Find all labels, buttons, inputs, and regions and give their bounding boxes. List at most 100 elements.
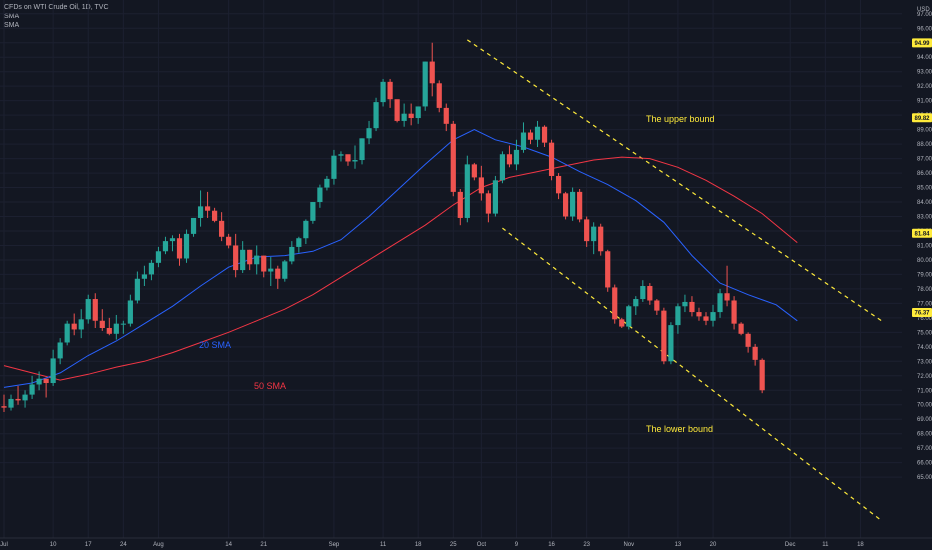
candle [478,165,484,201]
candle-body [352,160,358,162]
time-tick-label: 11 [380,542,387,548]
candle [212,207,218,223]
price-tick-label: 74.00 [917,345,932,351]
sma-indicator-label-2[interactable]: SMA [4,22,20,29]
candle-body [50,358,56,384]
candle [296,236,302,253]
candle-body [668,325,674,362]
time-tick-label: 23 [583,542,590,548]
candle-body [106,328,112,334]
candle-body [450,123,456,192]
candle [541,125,548,147]
price-tick-label: 83.00 [917,215,932,221]
price-tick-label: 76.00 [917,316,932,322]
candle-body [155,251,162,263]
candle-body [759,359,765,391]
price-tick-label: 93.00 [917,70,932,76]
candle-body [387,81,393,100]
candle [661,307,667,365]
candle-body [71,323,77,330]
candle [106,317,112,336]
candle-body [541,126,548,143]
candle-body [219,220,225,237]
candle [317,184,323,208]
candle [240,241,246,273]
grid [0,0,902,538]
candle-body [471,164,477,178]
price-axis: 65.00 66.00 67.00 68.00 69.00 70.00 71.00 72.00… [902,0,932,550]
price-tick-label: 86.00 [917,171,932,177]
candle-body [268,268,274,272]
candle [1,394,7,412]
channel-upper-line [466,39,882,322]
candle-body [612,287,618,320]
candle [268,257,274,287]
price-tick-label: 72.00 [917,374,932,380]
price-tick-label: 70.00 [917,403,932,409]
candle [577,188,583,223]
time-tick-label: Nov [623,542,634,548]
candle-body [738,323,744,334]
candle-body [1,406,7,408]
candle [359,138,365,165]
candle [15,385,21,405]
candle-body [724,293,730,301]
candle-body [499,154,506,181]
candle [190,217,197,237]
candle [247,249,253,271]
candle-body [324,178,330,188]
candle [92,293,98,328]
candle-body [162,241,169,252]
candle-body [598,226,604,252]
price-tick-label: 96.00 [917,26,932,32]
candle-body [380,81,386,103]
candle [85,294,91,324]
candle-body [647,286,653,301]
candle [352,145,358,169]
candlesticks [1,42,765,412]
price-tick-label: 68.00 [917,432,932,438]
candle [261,255,267,278]
candle [759,358,765,394]
candle [415,106,421,124]
candle-body [233,245,239,271]
time-tick-label: Jul [0,542,8,548]
candle [724,265,730,307]
candle-body [197,206,204,218]
time-tick-label: 24 [120,542,127,548]
candle-body [169,238,176,242]
candle [745,332,751,353]
candle-body [261,255,267,272]
candle-body [401,113,407,121]
candle-body [527,132,534,140]
candle [612,284,618,324]
candle [752,343,758,366]
candle [120,320,126,334]
candle [457,188,463,226]
candle [162,236,169,255]
candle-body [8,398,14,408]
time-tick-label: 10 [50,542,57,548]
sma-indicator-label[interactable]: SMA [4,13,20,20]
candle-body [134,278,140,301]
candle-body [745,333,751,347]
candle-body [626,306,632,327]
chart-annotations: The upper bound The lower bound 20 SMA 50 S… [199,114,715,434]
price-tick-label: 77.00 [917,301,932,307]
candle-body [548,142,555,176]
price-tick-label: 79.00 [917,272,932,278]
candle [668,322,674,365]
candle [169,235,176,252]
time-tick-label: 9 [515,542,519,548]
candle-body [127,300,133,324]
candle [675,303,681,334]
candle [506,145,513,168]
candle-body [464,164,470,218]
candle-body [64,323,70,343]
candle [640,280,646,302]
candle [204,191,211,218]
price-tick-label: 75.00 [917,330,932,336]
candle-body [141,274,147,279]
candle [499,151,506,184]
